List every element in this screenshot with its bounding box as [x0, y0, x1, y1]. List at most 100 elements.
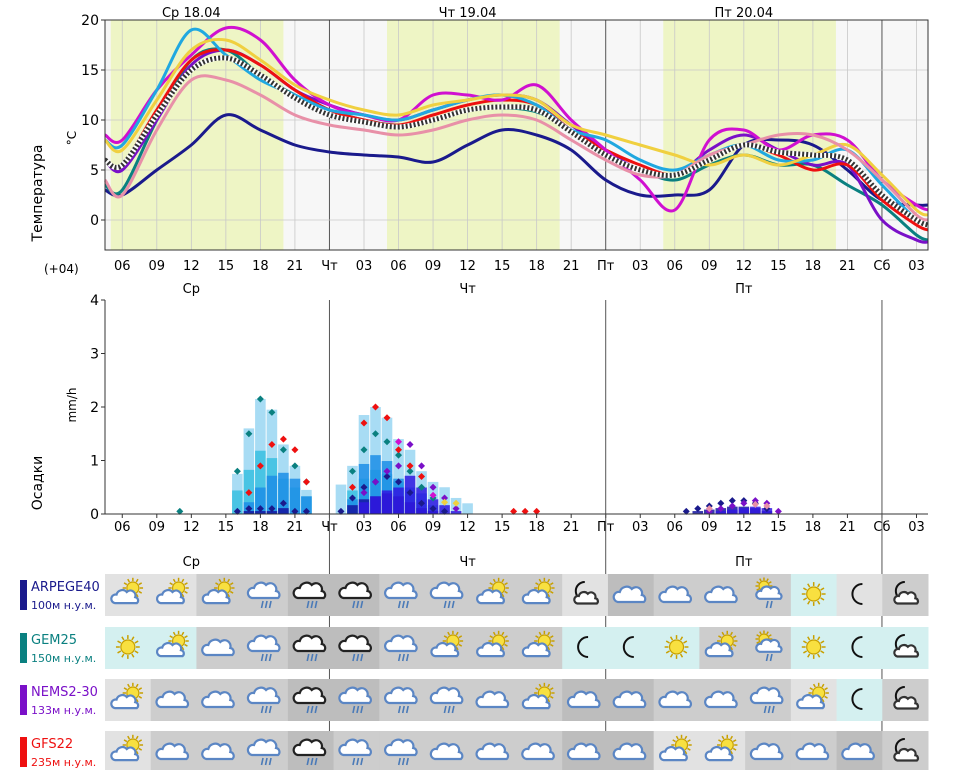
x-tick-label: 12: [183, 520, 200, 535]
x-tick-label: 15: [770, 259, 787, 274]
rain-drop: [447, 600, 451, 609]
sun-ray: [824, 695, 828, 699]
precip-marker: [441, 494, 449, 502]
sun-ray: [504, 590, 508, 594]
sun-ray: [824, 687, 828, 691]
cloud-shape: [201, 589, 231, 605]
sun-ray: [820, 640, 825, 644]
cloud-icon: [658, 585, 693, 604]
rain-drop: [401, 653, 405, 662]
precip-marker: [717, 505, 725, 513]
precip-bar: [266, 475, 278, 514]
precip-marker: [360, 419, 368, 427]
x-tick-label: 21: [839, 259, 856, 274]
x-tick-label: 12: [459, 259, 476, 274]
sun-ray: [732, 739, 737, 743]
sun-ray: [538, 631, 542, 636]
sun-ray: [768, 634, 772, 637]
sun-ray: [549, 695, 554, 699]
sun-ray: [683, 640, 688, 644]
sun-cloud-icon: [110, 734, 144, 762]
model-color-swatch: [20, 580, 27, 610]
sun-ray: [803, 587, 808, 591]
sun-ray: [184, 582, 188, 586]
sun-ray: [721, 631, 725, 636]
sun-ray: [766, 631, 769, 635]
sun-ray: [455, 631, 459, 636]
day-label: Ср 18.04: [162, 6, 221, 21]
precip-bar: [301, 496, 312, 514]
day-name-label: Чт: [459, 282, 476, 297]
rain-drop: [260, 757, 264, 766]
rain-drop: [264, 757, 268, 766]
precip-bar: [738, 508, 750, 514]
cloud-shape: [658, 690, 693, 709]
sun-ray: [807, 600, 811, 605]
sun-ray: [138, 687, 143, 691]
x-tick-label: 21: [287, 520, 304, 535]
rain-drop: [352, 705, 356, 714]
rain-drop: [310, 705, 314, 714]
sun-ray: [501, 646, 505, 651]
sun-ray: [730, 646, 733, 651]
rain-drop: [264, 600, 268, 609]
sun-ray: [817, 583, 821, 588]
sun-cloud-icon: [521, 682, 555, 710]
x-tick-label: 15: [770, 520, 787, 535]
x-tick-label: 18: [528, 520, 545, 535]
sun-ray: [549, 687, 554, 691]
precip-marker: [395, 451, 403, 459]
cloud-shape: [566, 742, 601, 761]
timezone-label: (+04): [44, 262, 79, 276]
cloud-shape: [893, 695, 920, 710]
sun-cloud-icon: [704, 630, 738, 658]
cloud-shape: [841, 742, 875, 761]
sun-ray: [665, 650, 670, 654]
precipitation-axis-label: Осадки: [30, 456, 46, 511]
sun-cloud-icon: [521, 577, 555, 605]
rain-cloud-icon: [749, 686, 784, 714]
sun-ray: [138, 582, 143, 586]
x-tick-label: 18: [528, 259, 545, 274]
precip-marker: [740, 499, 748, 507]
moon-cloud-icon: [893, 581, 920, 605]
rain-drop: [310, 757, 314, 766]
precip-marker: [452, 505, 460, 513]
heavy-rain-cloud-icon: [292, 738, 327, 766]
sun-ray: [768, 581, 772, 584]
precip-marker: [268, 440, 276, 448]
sun-ray: [732, 643, 737, 647]
cloud-shape: [566, 690, 601, 709]
rain-drop: [765, 600, 769, 609]
model-name: GEM25: [31, 633, 77, 648]
sun-ray: [169, 582, 173, 586]
cloud-shape: [704, 690, 738, 709]
rain-drop: [306, 757, 310, 766]
rain-drop: [769, 653, 773, 662]
precip-marker: [418, 499, 426, 507]
x-tick-label: 12: [736, 259, 753, 274]
cloud-shape: [110, 746, 140, 762]
rain-drop: [405, 705, 409, 714]
rain-cloud-icon: [384, 581, 418, 609]
cloud-icon: [612, 690, 647, 709]
y-tick-label: 10: [81, 113, 99, 129]
cloud-icon: [201, 638, 235, 657]
precip-marker: [774, 507, 782, 515]
x-tick-label: 03: [356, 520, 373, 535]
heavy-rain-cloud-icon: [292, 634, 327, 662]
cloud-shape: [429, 742, 464, 761]
precip-marker: [291, 462, 299, 470]
cloud-icon: [658, 690, 693, 709]
precip-marker: [360, 483, 368, 491]
precip-marker: [371, 403, 379, 411]
sun-ray: [756, 634, 760, 637]
cloud-icon: [566, 690, 601, 709]
cloud-shape: [201, 742, 235, 761]
temperature-series-pink: [103, 74, 929, 222]
rain-drop: [405, 600, 409, 609]
sun-ray: [730, 631, 733, 636]
sun-ray: [501, 578, 505, 583]
y-tick-label: 4: [90, 293, 99, 309]
